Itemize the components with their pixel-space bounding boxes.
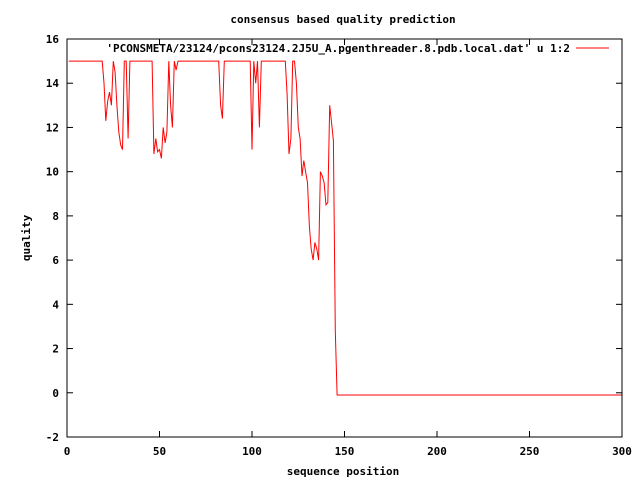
y-tick-label: 8 [52, 210, 59, 223]
x-tick-label: 0 [64, 445, 71, 458]
y-tick-label: 12 [46, 121, 59, 134]
chart-title: consensus based quality prediction [230, 13, 455, 26]
legend: 'PCONSMETA/23124/pcons23124.2J5U_A.pgent… [106, 42, 609, 55]
y-tick-label: -2 [46, 431, 59, 444]
y-tick-label: 14 [46, 77, 60, 90]
axis-ticks: 0 50 100 150 200 250 300 -2 0 2 4 6 8 10 12 14 16 [46, 33, 632, 458]
x-tick-label: 200 [427, 445, 447, 458]
y-axis-label: quality [20, 214, 33, 261]
x-tick-label: 100 [242, 445, 262, 458]
y-tick-label: 16 [46, 33, 60, 46]
y-tick-label: 10 [46, 166, 59, 179]
x-tick-label: 250 [520, 445, 540, 458]
x-tick-label: 50 [153, 445, 166, 458]
y-tick-label: 2 [52, 343, 59, 356]
x-tick-label: 150 [335, 445, 355, 458]
legend-label: 'PCONSMETA/23124/pcons23124.2J5U_A.pgent… [106, 42, 570, 55]
plot-frame [66, 38, 623, 438]
series-line [68, 60, 622, 396]
series-layer [68, 60, 622, 396]
x-axis-label: sequence position [287, 465, 400, 478]
x-tick-label: 300 [612, 445, 632, 458]
y-tick-label: 0 [52, 387, 59, 400]
y-tick-label: 4 [52, 298, 59, 311]
y-tick-label: 6 [52, 254, 59, 267]
